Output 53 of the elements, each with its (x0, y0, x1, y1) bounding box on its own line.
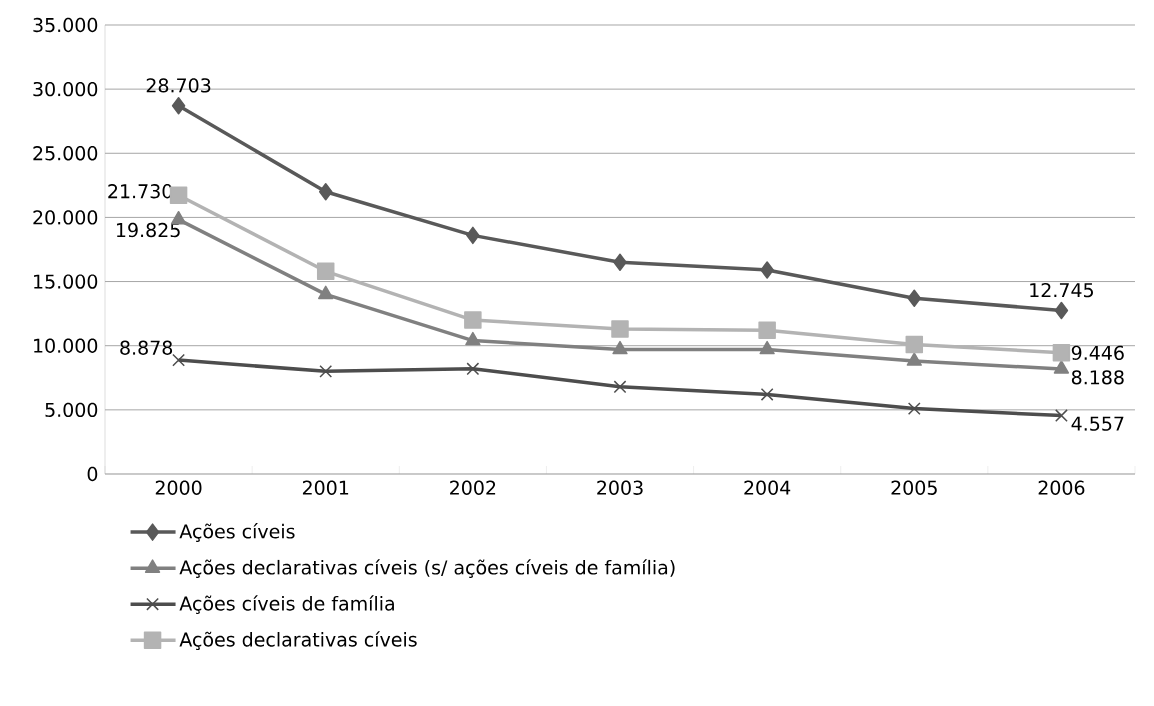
point (318, 183, 333, 201)
point (466, 362, 480, 376)
point (906, 352, 922, 366)
point (1055, 409, 1068, 422)
y-tick-label: 15.000 (34, 274, 98, 289)
point (464, 311, 482, 329)
point (907, 289, 922, 307)
point (1052, 344, 1071, 362)
point (1054, 301, 1069, 320)
legend-label: Ações cíveis (179, 523, 295, 542)
point (907, 402, 921, 415)
x-tick-label: 2000 (155, 480, 202, 495)
point (172, 353, 185, 367)
point (318, 285, 334, 300)
point (1053, 360, 1070, 374)
point (611, 320, 629, 338)
data-label: 8.188 (1071, 370, 1124, 385)
point (171, 97, 186, 115)
legend-label: Ações cíveis de família (179, 595, 394, 615)
y-tick-label: 30.000 (33, 81, 98, 97)
y-tick-label: 35.000 (33, 17, 98, 33)
y-tick-label: 5.000 (45, 402, 98, 418)
point (905, 335, 924, 354)
data-label: 4.557 (1071, 416, 1124, 431)
x-tick-label: 2006 (1038, 480, 1085, 495)
x-tick-label: 2004 (744, 480, 791, 495)
legend-label: Ações declarativas cíveis (s/ ações cíveis de família) (179, 559, 675, 578)
data-label: 8.878 (120, 340, 173, 355)
legend-label: Ações declarativas cíveis (179, 631, 417, 651)
data-label: 12.745 (1030, 282, 1093, 298)
point (319, 364, 333, 378)
point (613, 253, 627, 272)
point (760, 388, 774, 401)
point (316, 262, 335, 281)
point (465, 331, 481, 346)
point (612, 340, 628, 355)
point (760, 261, 774, 279)
x-tick-label: 2005 (891, 480, 937, 495)
data-label: 9.446 (1071, 345, 1124, 360)
y-tick-label: 20.000 (33, 210, 98, 225)
x-tick-label: 2003 (597, 480, 643, 495)
point (759, 340, 775, 355)
data-label: 28.703 (146, 78, 211, 93)
data-label: 19.825 (116, 222, 180, 238)
x-tick-label: 2002 (450, 480, 496, 495)
point (613, 380, 627, 394)
y-tick-label: 10.000 (34, 338, 98, 353)
y-tick-label: 25.000 (33, 146, 98, 161)
x-tick-label: 2001 (302, 480, 349, 495)
point (466, 226, 480, 245)
y-tick-label: 0 (87, 466, 98, 482)
point (169, 186, 188, 204)
point (758, 321, 776, 340)
